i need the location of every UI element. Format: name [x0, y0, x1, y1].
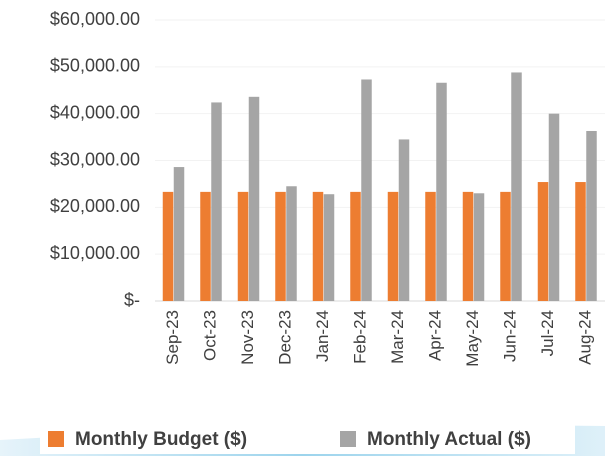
- bar: [237, 191, 249, 301]
- x-tick-label: May-24: [463, 310, 482, 367]
- y-tick-label: $40,000.00: [50, 102, 140, 122]
- y-tick-label: $50,000.00: [50, 56, 140, 76]
- bar: [275, 191, 286, 301]
- x-tick-label: Dec-23: [276, 310, 295, 365]
- bar: [473, 193, 485, 301]
- bar: [537, 182, 549, 301]
- y-tick-label: $10,000.00: [50, 243, 140, 263]
- bar: [575, 182, 586, 301]
- x-tick-label: Mar-24: [388, 310, 407, 364]
- bar: [173, 167, 185, 301]
- y-tick-label: $60,000.00: [50, 9, 140, 29]
- x-tick-label: Nov-23: [238, 310, 257, 365]
- bar: [312, 191, 324, 301]
- bar: [350, 191, 361, 301]
- bar: [436, 82, 447, 301]
- bar: [162, 191, 174, 301]
- bar: [398, 139, 410, 301]
- x-tick-label: Apr-24: [426, 310, 445, 361]
- bar: [286, 186, 297, 301]
- legend-label: Monthly Actual ($): [367, 429, 531, 450]
- x-tick-label: Aug-24: [576, 310, 595, 365]
- bar: [586, 130, 597, 301]
- bar: [200, 191, 211, 301]
- bar: [425, 191, 436, 301]
- x-tick-label: Feb-24: [351, 310, 370, 364]
- x-tick-label: Jan-24: [313, 310, 332, 362]
- bar: [462, 191, 474, 301]
- legend-swatch: [48, 431, 64, 447]
- y-tick-label: $-: [124, 290, 140, 310]
- legend-label: Monthly Budget ($): [75, 429, 247, 450]
- bar: [511, 72, 522, 301]
- bar: [248, 96, 260, 301]
- x-tick-label: Sep-23: [163, 310, 182, 365]
- bar: [500, 191, 511, 301]
- bar: [361, 79, 372, 301]
- legend-background: [40, 424, 575, 454]
- bar: [323, 194, 335, 301]
- y-tick-label: $20,000.00: [50, 196, 140, 216]
- y-tick-label: $30,000.00: [50, 149, 140, 169]
- x-tick-label: Jun-24: [501, 310, 520, 362]
- legend-swatch: [340, 431, 356, 447]
- bar: [211, 102, 222, 301]
- x-tick-label: Oct-23: [201, 310, 220, 361]
- bar: [387, 191, 399, 301]
- x-tick-label: Jul-24: [538, 310, 557, 356]
- bar: [548, 113, 560, 302]
